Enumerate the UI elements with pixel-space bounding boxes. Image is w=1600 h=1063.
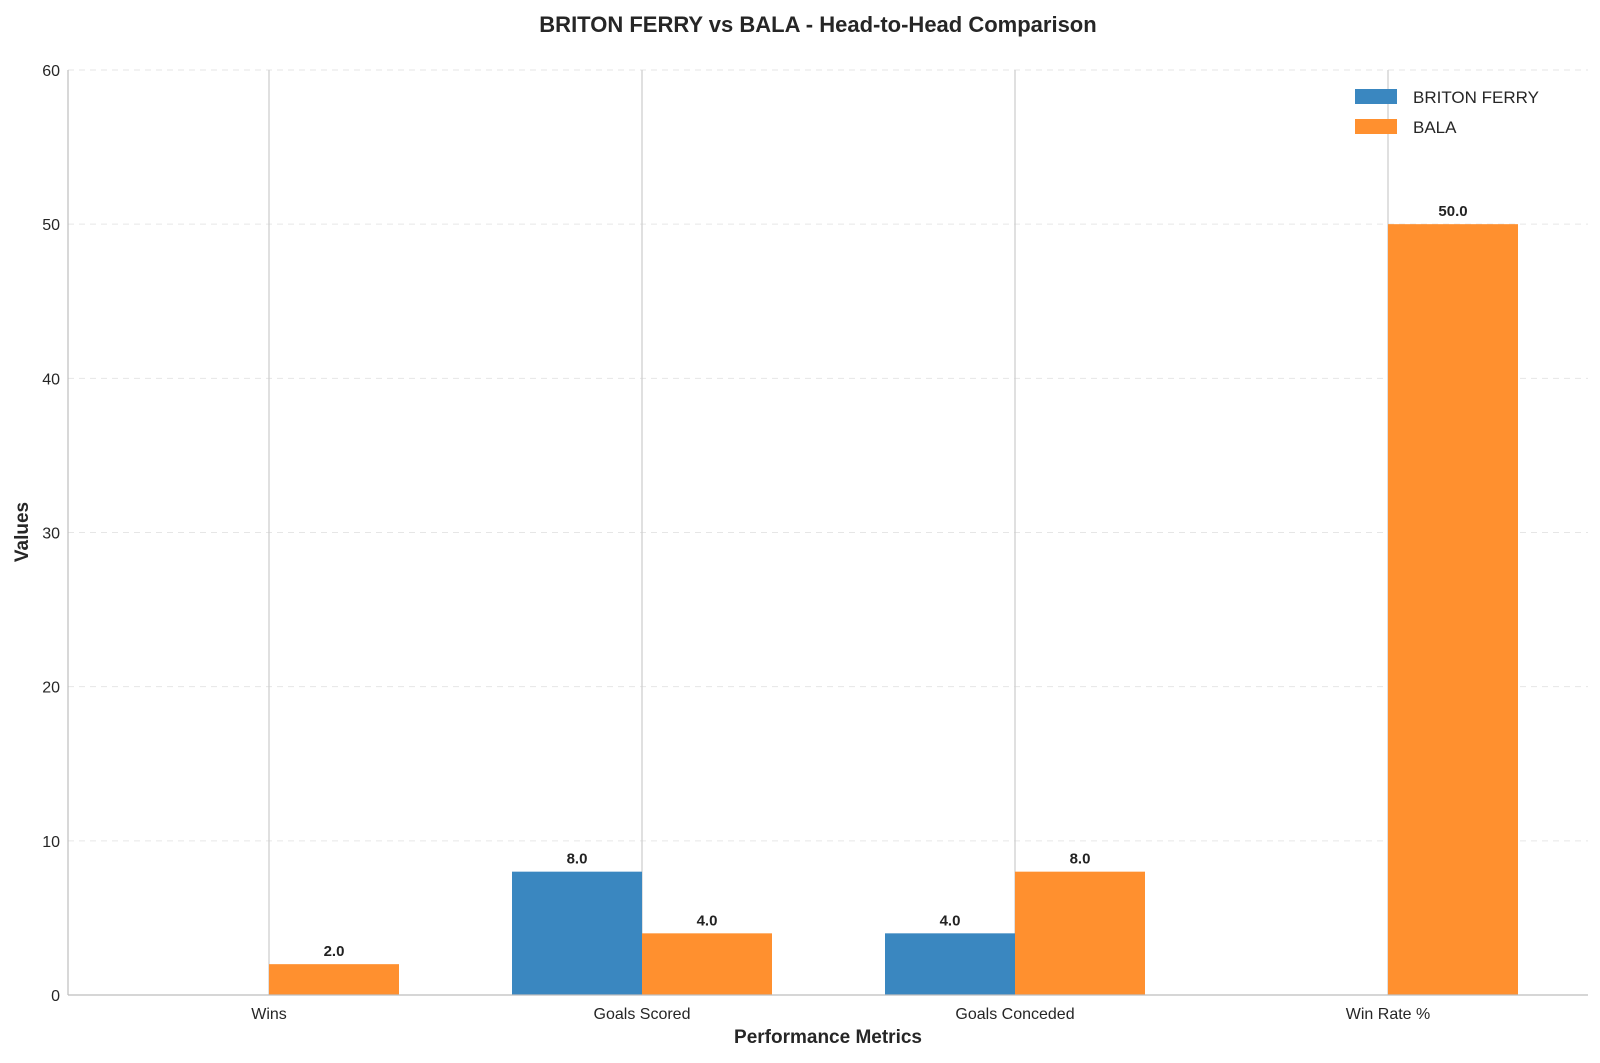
x-tick-label: Goals Scored — [594, 1006, 691, 1023]
x-tick-label: Win Rate % — [1346, 1006, 1430, 1023]
legend: BRITON FERRY BALA — [1355, 88, 1539, 137]
bar-value-label: 8.0 — [1070, 851, 1091, 868]
y-tick-label: 60 — [42, 63, 60, 80]
data-labels: 8.0 4.0 2.0 4.0 8.0 50.0 — [324, 203, 1468, 960]
bar-value-label: 8.0 — [567, 851, 588, 868]
tick-labels: 0 10 20 30 40 50 60 Wins Goals Scored Goals Conce… — [42, 63, 1430, 1023]
y-axis-label: Values — [12, 502, 33, 562]
legend-swatch — [1355, 119, 1397, 134]
bar — [642, 933, 772, 995]
x-axis-label: Performance Metrics — [734, 1027, 922, 1048]
y-tick-label: 10 — [42, 834, 60, 851]
bar — [269, 964, 399, 995]
y-tick-label: 30 — [42, 526, 60, 543]
x-tick-label: Wins — [251, 1006, 287, 1023]
bar — [1015, 871, 1145, 995]
bar-value-label: 2.0 — [324, 943, 345, 960]
legend-label: BRITON FERRY — [1413, 88, 1539, 107]
bar — [885, 933, 1015, 995]
legend-label: BALA — [1413, 118, 1457, 137]
y-tick-label: 20 — [42, 680, 60, 697]
bar-value-label: 4.0 — [940, 912, 961, 929]
chart-title: BRITON FERRY vs BALA - Head-to-Head Comp… — [539, 12, 1096, 37]
y-tick-label: 50 — [42, 217, 60, 234]
y-tick-label: 0 — [51, 988, 60, 1005]
bar — [512, 871, 642, 995]
legend-swatch — [1355, 89, 1397, 104]
bars — [269, 224, 1518, 995]
y-tick-label: 40 — [42, 371, 60, 388]
x-tick-label: Goals Conceded — [955, 1006, 1074, 1023]
bar-value-label: 50.0 — [1438, 203, 1467, 220]
bar-value-label: 4.0 — [697, 912, 718, 929]
bar — [1388, 224, 1518, 995]
axes — [67, 70, 1588, 996]
gridlines — [68, 69, 1588, 995]
